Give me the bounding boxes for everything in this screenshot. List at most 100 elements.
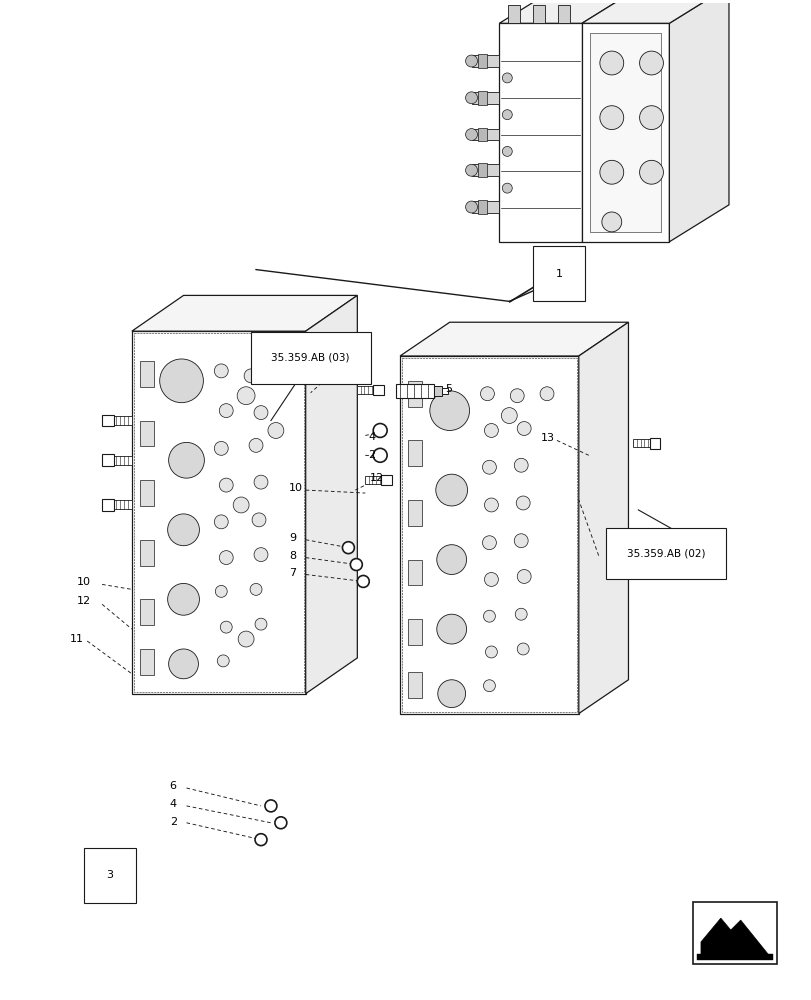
- Circle shape: [237, 387, 255, 405]
- Circle shape: [517, 570, 530, 583]
- Bar: [381, 475, 392, 485]
- Text: 12: 12: [77, 596, 92, 606]
- Text: 35.359.AB (02): 35.359.AB (02): [626, 549, 705, 559]
- Text: 35.359.AB (03): 35.359.AB (03): [271, 353, 350, 363]
- Bar: [139, 649, 153, 675]
- Bar: [471, 92, 499, 104]
- Bar: [134, 333, 303, 692]
- Bar: [590, 33, 661, 232]
- Text: 13: 13: [540, 433, 555, 443]
- Circle shape: [639, 51, 663, 75]
- Bar: [692, 902, 776, 964]
- Bar: [357, 386, 373, 394]
- Circle shape: [437, 680, 465, 708]
- Circle shape: [513, 458, 527, 472]
- Bar: [114, 416, 131, 425]
- Circle shape: [244, 369, 258, 383]
- Bar: [102, 454, 114, 466]
- Circle shape: [233, 497, 249, 513]
- Circle shape: [264, 800, 277, 812]
- Circle shape: [436, 474, 467, 506]
- Text: 10: 10: [289, 483, 303, 493]
- Text: 7: 7: [289, 568, 295, 578]
- Circle shape: [639, 160, 663, 184]
- Circle shape: [436, 545, 466, 574]
- Bar: [396, 384, 433, 398]
- Circle shape: [484, 573, 498, 586]
- Text: 12: 12: [370, 473, 384, 483]
- Bar: [649, 438, 659, 449]
- Circle shape: [465, 201, 477, 213]
- Circle shape: [484, 498, 498, 512]
- Polygon shape: [578, 322, 628, 714]
- Bar: [139, 480, 153, 506]
- Bar: [696, 954, 773, 960]
- Bar: [533, 5, 544, 23]
- Bar: [557, 5, 569, 23]
- Bar: [471, 201, 499, 213]
- Circle shape: [273, 366, 287, 380]
- Circle shape: [517, 422, 530, 435]
- Text: 2: 2: [368, 450, 375, 460]
- Circle shape: [220, 621, 232, 633]
- Text: 2: 2: [169, 817, 177, 827]
- Bar: [471, 129, 499, 140]
- Bar: [477, 54, 487, 68]
- Circle shape: [500, 408, 517, 424]
- Circle shape: [167, 514, 200, 546]
- Circle shape: [373, 448, 387, 462]
- Circle shape: [485, 646, 497, 658]
- Circle shape: [482, 536, 496, 550]
- Circle shape: [255, 618, 267, 630]
- Bar: [407, 619, 422, 645]
- Circle shape: [254, 406, 268, 420]
- Bar: [477, 200, 487, 214]
- Bar: [477, 163, 487, 177]
- Bar: [131, 331, 305, 694]
- Circle shape: [275, 817, 286, 829]
- Bar: [139, 361, 153, 387]
- Bar: [114, 500, 131, 509]
- Bar: [441, 388, 447, 394]
- Bar: [477, 128, 487, 141]
- Circle shape: [238, 631, 254, 647]
- Bar: [139, 540, 153, 566]
- Circle shape: [219, 478, 233, 492]
- Bar: [471, 55, 499, 67]
- Circle shape: [217, 655, 229, 667]
- Circle shape: [342, 542, 354, 554]
- Text: 11: 11: [71, 634, 84, 644]
- Circle shape: [601, 212, 621, 232]
- Circle shape: [373, 424, 387, 437]
- Bar: [373, 385, 384, 395]
- Circle shape: [214, 441, 228, 455]
- Circle shape: [639, 106, 663, 130]
- Circle shape: [167, 583, 200, 615]
- Polygon shape: [400, 322, 628, 356]
- Circle shape: [254, 548, 268, 562]
- Circle shape: [169, 649, 198, 679]
- Bar: [102, 499, 114, 511]
- Circle shape: [214, 364, 228, 378]
- Text: 5: 5: [444, 384, 451, 394]
- Polygon shape: [700, 918, 769, 956]
- Circle shape: [539, 387, 553, 401]
- Circle shape: [350, 559, 362, 571]
- Text: 10: 10: [77, 577, 91, 587]
- Circle shape: [517, 643, 529, 655]
- Circle shape: [357, 575, 369, 587]
- Text: 9: 9: [289, 533, 295, 543]
- Polygon shape: [305, 295, 357, 694]
- Circle shape: [509, 389, 524, 403]
- Bar: [633, 439, 649, 447]
- Bar: [400, 356, 578, 714]
- Bar: [407, 672, 422, 698]
- Circle shape: [480, 387, 494, 401]
- Circle shape: [483, 610, 495, 622]
- Circle shape: [502, 146, 512, 156]
- Circle shape: [599, 106, 623, 130]
- Circle shape: [251, 513, 266, 527]
- Polygon shape: [668, 0, 728, 242]
- Bar: [407, 381, 422, 407]
- Circle shape: [429, 391, 469, 430]
